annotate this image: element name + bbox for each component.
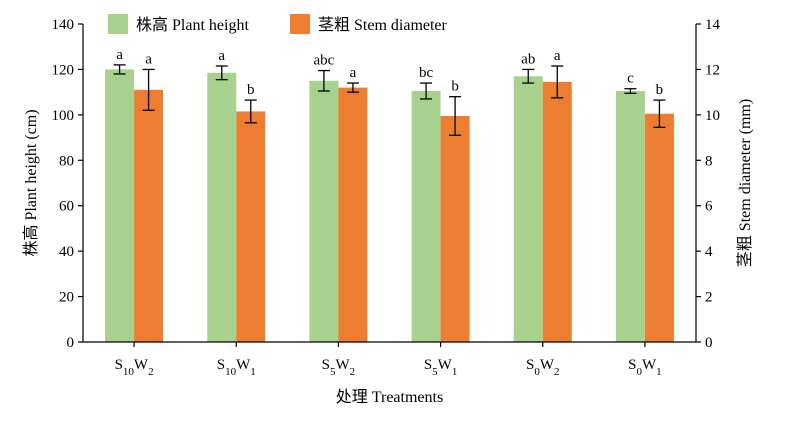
legend-swatch-0 — [108, 14, 128, 34]
left-tick-label-6: 120 — [52, 62, 75, 78]
plant-height-error-bar-1 — [215, 65, 228, 81]
left-tick-label-2: 40 — [59, 244, 74, 260]
left-y-axis-title: 株高 Plant height (cm) — [22, 109, 40, 256]
right-tick-label-7: 14 — [705, 17, 721, 33]
x-tick-label-4: S0W2 — [526, 357, 560, 378]
left-tick-label-1: 20 — [59, 290, 74, 306]
stem-diameter-error-bar-4 — [551, 65, 564, 99]
right-tick-label-6: 12 — [705, 62, 720, 78]
stem-diameter-sig-label-4: a — [554, 48, 561, 64]
right-tick-label-0: 0 — [705, 335, 713, 351]
right-tick-label-1: 2 — [705, 290, 713, 306]
plant-height-error-bar-0 — [113, 64, 126, 75]
x-tick-label-1: S10W1 — [217, 357, 256, 378]
plant-height-bar-1 — [207, 72, 237, 342]
x-axis-title: 处理 Treatments — [336, 388, 443, 406]
legend-item-0: 株高 Plant height — [108, 14, 249, 34]
plant-height-bar-0 — [105, 69, 135, 342]
x-tick-label-2: S5W2 — [322, 357, 356, 378]
left-tick-label-5: 100 — [52, 108, 75, 124]
right-tick-label-3: 6 — [705, 199, 713, 215]
plant-height-error-bar-5 — [624, 88, 637, 94]
right-tick-label-2: 4 — [705, 244, 713, 260]
stem-diameter-sig-label-1: b — [247, 82, 255, 98]
plant-height-sig-label-3: bc — [419, 65, 434, 81]
stem-diameter-bar-5 — [644, 113, 674, 342]
plant-height-error-bar-3 — [420, 82, 433, 100]
stem-diameter-error-bar-3 — [449, 96, 462, 136]
legend-label-1: 茎粗 Stem diameter — [318, 16, 448, 34]
right-tick-label-5: 10 — [705, 108, 720, 124]
x-tick-label-0: S10W2 — [115, 357, 154, 378]
plant-height-sig-label-1: a — [218, 48, 225, 64]
legend-label-0: 株高 Plant height — [136, 16, 249, 34]
stem-diameter-sig-label-2: a — [350, 65, 357, 81]
stem-diameter-sig-label-0: a — [145, 51, 152, 67]
plant-height-sig-label-2: abc — [314, 53, 335, 69]
right-tick-label-4: 8 — [705, 153, 713, 169]
stem-diameter-sig-label-3: b — [451, 79, 459, 95]
legend-item-1: 茎粗 Stem diameter — [290, 14, 448, 34]
left-tick-label-0: 0 — [67, 335, 75, 351]
plant-height-sig-label-0: a — [116, 47, 123, 63]
plant-height-error-bar-2 — [317, 69, 330, 92]
left-tick-label-7: 140 — [52, 17, 75, 33]
stem-diameter-error-bar-1 — [244, 99, 257, 124]
stem-diameter-bar-1 — [236, 111, 266, 342]
stem-diameter-bar-4 — [542, 81, 572, 343]
right-y-axis-title: 茎粗 Stem diameter (mm) — [736, 99, 754, 267]
stem-diameter-sig-label-5: b — [656, 82, 664, 98]
stem-diameter-error-bar-0 — [142, 68, 155, 111]
stem-diameter-error-bar-5 — [653, 99, 666, 128]
x-tick-label-5: S0W1 — [628, 357, 662, 378]
plant-height-bar-4 — [513, 76, 543, 342]
x-tick-label-3: S5W1 — [424, 357, 458, 378]
legend-swatch-1 — [290, 14, 310, 34]
left-tick-label-3: 60 — [59, 199, 74, 215]
plant-height-bar-2 — [309, 80, 339, 343]
plant-height-error-bar-4 — [522, 68, 535, 84]
plant-height-bar-5 — [615, 91, 645, 342]
plant-height-sig-label-4: ab — [521, 51, 535, 67]
stem-diameter-bar-3 — [440, 115, 470, 342]
stem-diameter-bar-0 — [134, 89, 164, 342]
plant-height-bar-3 — [411, 91, 441, 342]
plant-height-sig-label-5: c — [627, 71, 634, 87]
left-tick-label-4: 80 — [59, 153, 74, 169]
stem-diameter-error-bar-2 — [346, 82, 359, 93]
stem-diameter-bar-2 — [338, 87, 368, 342]
